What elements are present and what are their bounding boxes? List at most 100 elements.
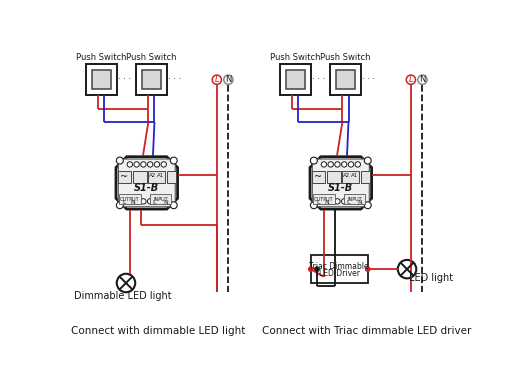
Text: A1: A1 [157,173,164,178]
Circle shape [355,199,361,204]
Text: Push Switch: Push Switch [270,53,321,62]
Circle shape [170,202,177,209]
Circle shape [224,75,233,84]
FancyBboxPatch shape [133,171,147,183]
Circle shape [161,199,167,204]
FancyBboxPatch shape [92,71,111,89]
FancyBboxPatch shape [142,71,161,89]
Circle shape [117,274,135,292]
Text: Connect with dimmable LED light: Connect with dimmable LED light [71,326,245,336]
Circle shape [170,157,177,164]
Circle shape [154,199,160,204]
FancyBboxPatch shape [280,64,311,95]
Text: A2: A2 [342,173,350,178]
Text: ~: ~ [120,172,128,182]
Circle shape [348,162,354,167]
Circle shape [134,162,139,167]
Circle shape [311,157,317,164]
FancyBboxPatch shape [327,171,341,183]
Text: INPUT: INPUT [347,197,362,202]
Circle shape [127,162,132,167]
Text: Dimmable LED light: Dimmable LED light [74,291,171,301]
FancyBboxPatch shape [330,64,361,95]
Text: Triac Dimmable: Triac Dimmable [310,262,369,270]
Text: LED light: LED light [409,274,452,283]
Text: LED Driver: LED Driver [319,269,360,278]
Text: Push Switch: Push Switch [320,53,371,62]
Text: N: N [130,201,135,206]
Text: S1-B: S1-B [134,183,160,193]
Circle shape [141,199,146,204]
Text: Push Switch: Push Switch [126,53,177,62]
FancyBboxPatch shape [136,64,167,95]
Circle shape [141,162,146,167]
Circle shape [418,75,427,84]
FancyBboxPatch shape [312,171,325,183]
FancyBboxPatch shape [86,64,117,95]
Circle shape [127,199,132,204]
Text: L: L [347,201,350,206]
Text: · · ·: · · · [118,75,131,84]
Text: L: L [153,201,156,206]
Text: N: N [225,75,232,84]
Polygon shape [310,157,372,209]
Circle shape [321,162,327,167]
Text: ~: ~ [315,172,323,182]
FancyBboxPatch shape [150,194,171,204]
FancyBboxPatch shape [342,171,359,183]
Circle shape [154,162,160,167]
Circle shape [335,199,340,204]
Text: N: N [325,201,329,206]
Circle shape [341,162,347,167]
Text: L: L [215,75,219,84]
Text: · · ·: · · · [168,75,181,84]
Text: N: N [163,201,168,206]
FancyBboxPatch shape [286,71,305,89]
Circle shape [321,199,327,204]
Text: N: N [419,75,426,84]
Text: OUTPUT: OUTPUT [314,197,334,202]
Text: · · ·: · · · [312,75,325,84]
FancyBboxPatch shape [167,171,176,183]
Circle shape [315,267,319,272]
Polygon shape [116,157,178,209]
Text: Connect with Triac dimmable LED driver: Connect with Triac dimmable LED driver [262,326,472,336]
Circle shape [212,75,222,84]
Circle shape [364,157,371,164]
Circle shape [147,199,153,204]
FancyBboxPatch shape [361,171,370,183]
Circle shape [309,267,313,272]
Circle shape [398,260,416,278]
Circle shape [134,199,139,204]
FancyBboxPatch shape [119,194,140,204]
Circle shape [366,267,370,272]
Text: L: L [316,201,320,206]
Circle shape [328,162,333,167]
Text: INPUT: INPUT [154,197,168,202]
Text: OUTPUT: OUTPUT [120,197,140,202]
Text: Push Switch: Push Switch [76,53,127,62]
Circle shape [147,162,153,167]
Circle shape [355,162,361,167]
FancyBboxPatch shape [336,71,355,89]
Circle shape [161,162,167,167]
Text: L: L [409,75,413,84]
Circle shape [311,202,317,209]
FancyBboxPatch shape [118,171,131,183]
Circle shape [335,162,340,167]
FancyBboxPatch shape [311,255,368,283]
Circle shape [364,202,371,209]
Text: N: N [357,201,362,206]
Circle shape [406,75,416,84]
FancyBboxPatch shape [344,194,366,204]
Text: A1: A1 [351,173,359,178]
Circle shape [116,202,123,209]
FancyBboxPatch shape [313,194,335,204]
Text: A2: A2 [148,173,156,178]
Circle shape [348,199,354,204]
Circle shape [116,157,123,164]
FancyBboxPatch shape [148,171,165,183]
Text: L: L [122,201,125,206]
FancyBboxPatch shape [312,159,369,207]
Circle shape [328,199,333,204]
